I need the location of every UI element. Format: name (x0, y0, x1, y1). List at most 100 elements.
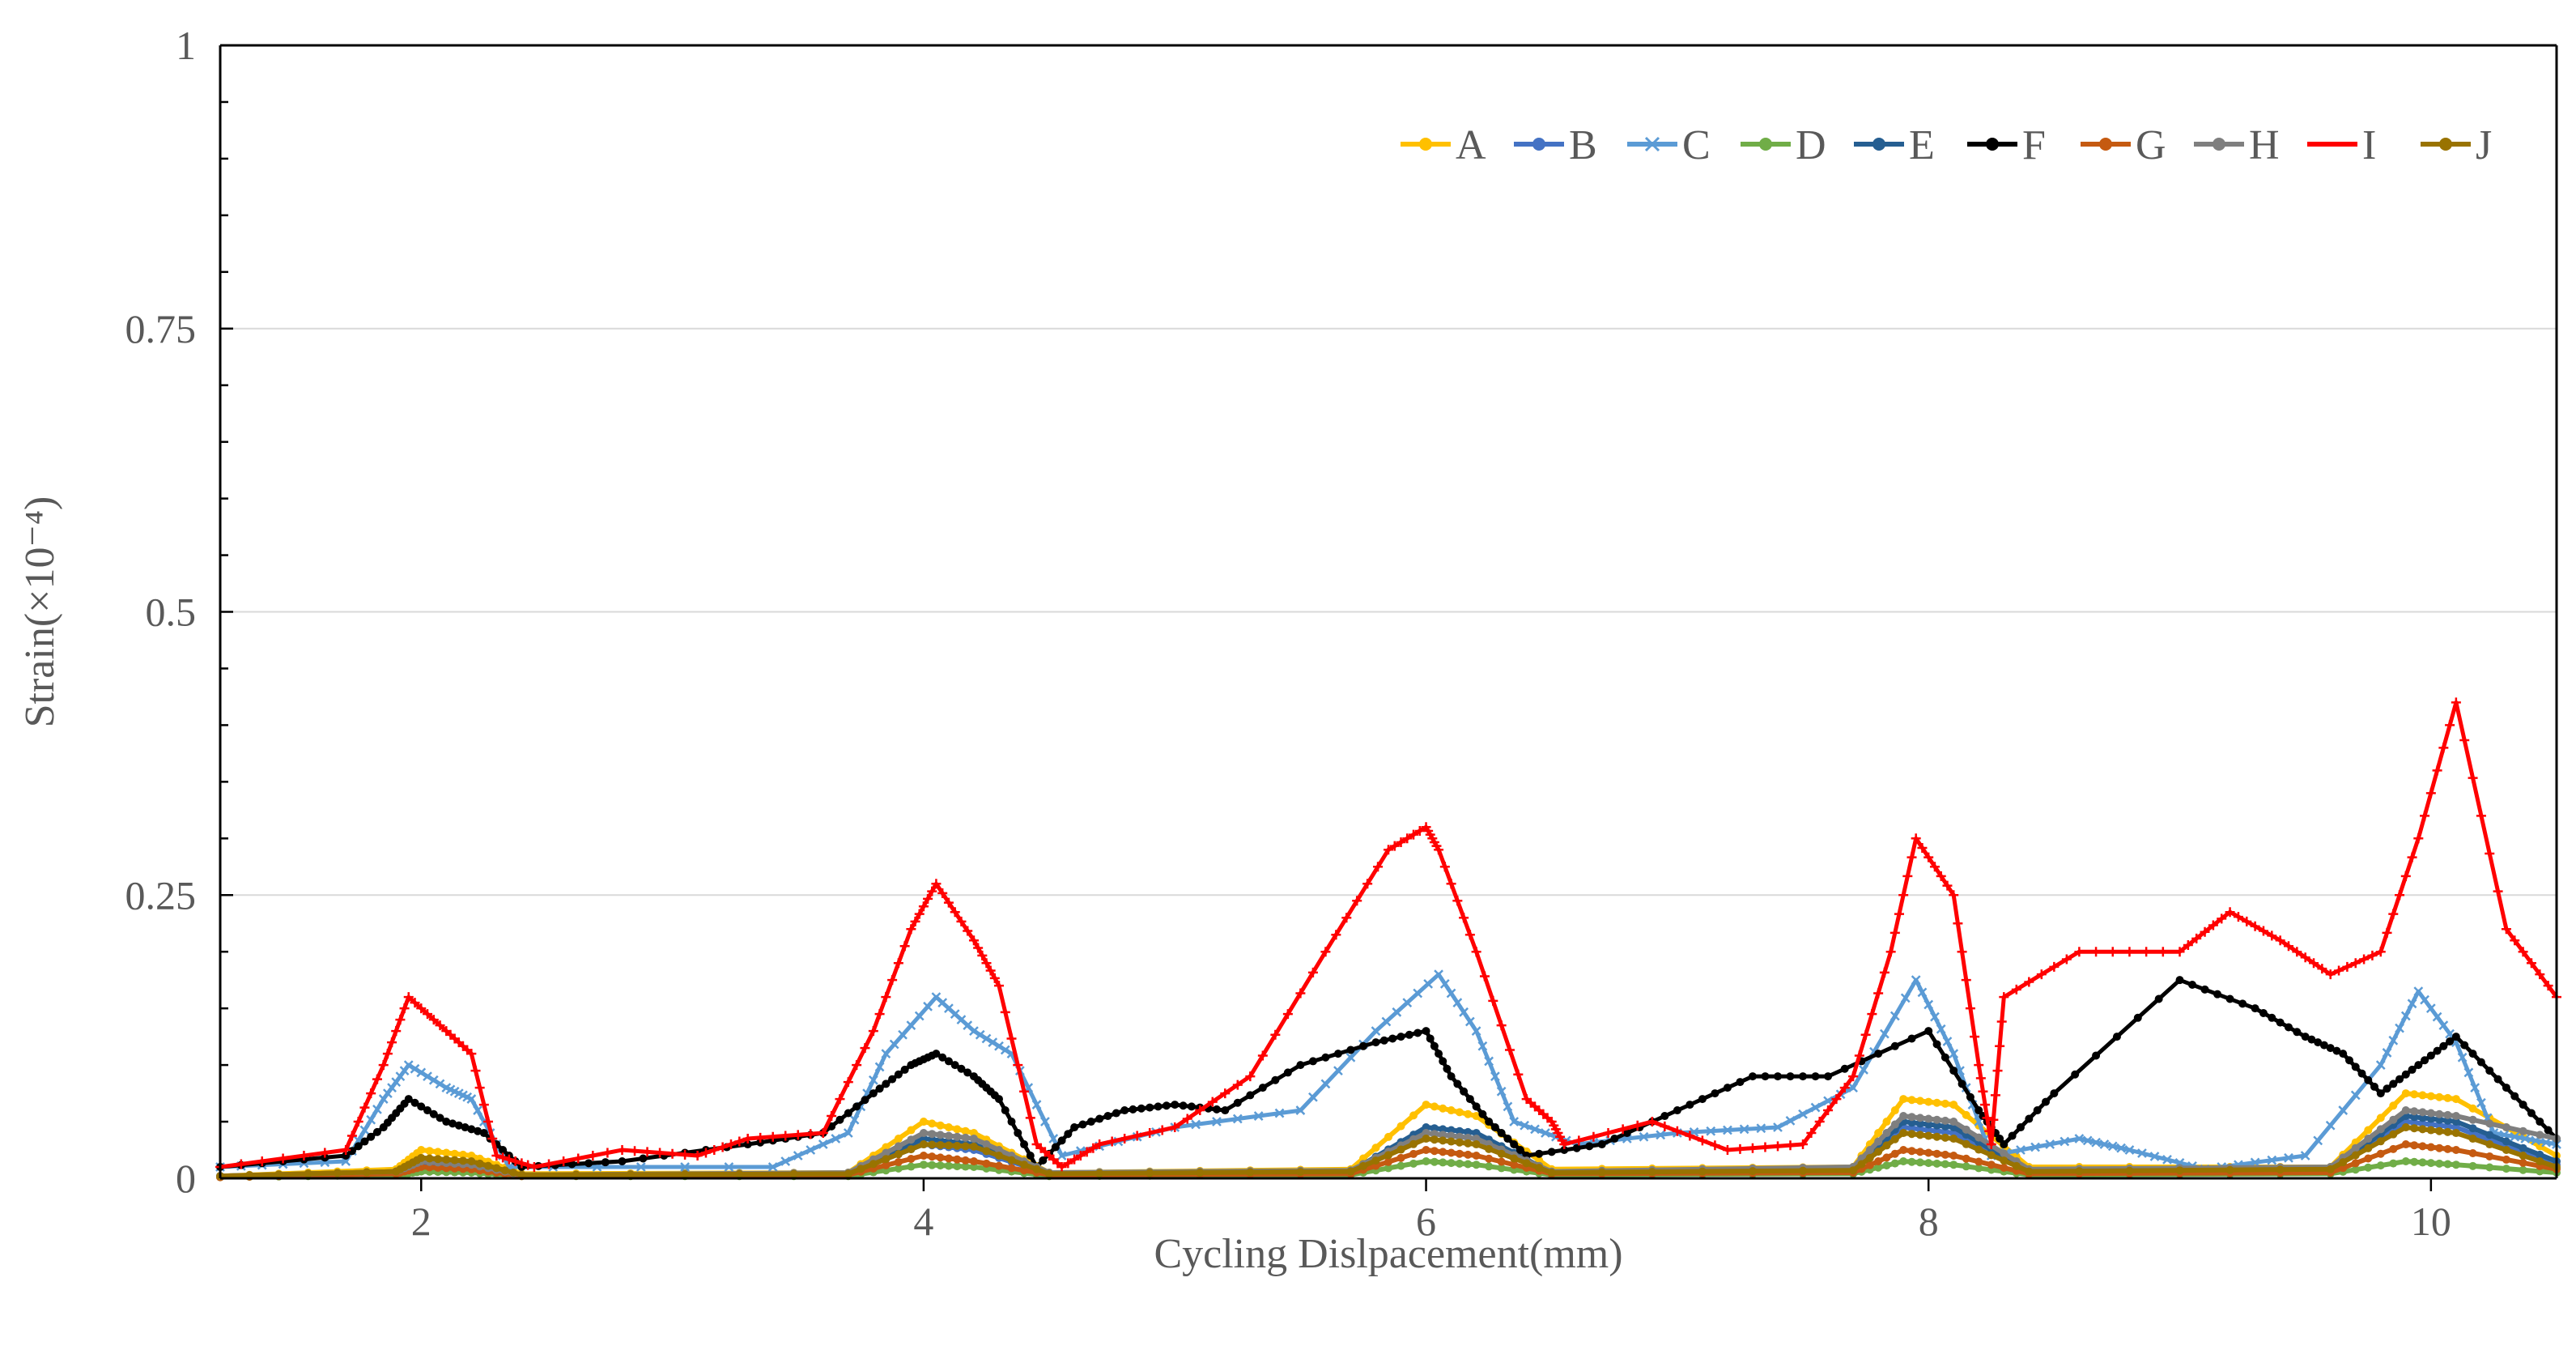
marker-D (1924, 1159, 1933, 1168)
marker-J (789, 1169, 798, 1178)
marker-J (2443, 1127, 2452, 1136)
marker-B (1915, 1125, 1924, 1134)
marker-F (1064, 1130, 1073, 1139)
marker-C (780, 1156, 791, 1166)
marker-C (372, 1105, 382, 1114)
marker-G (894, 1157, 903, 1166)
marker-C (1723, 1125, 1732, 1135)
marker-F (1422, 1027, 1430, 1036)
marker-F (2376, 1089, 2385, 1098)
marker-J (1020, 1160, 1029, 1169)
marker-I (2485, 848, 2495, 858)
marker-G (1396, 1153, 1405, 1162)
marker-J (969, 1142, 978, 1151)
marker-J (1857, 1160, 1866, 1169)
marker-J (2401, 1123, 2410, 1132)
legend-label-G: G (2136, 122, 2166, 168)
marker-I (1414, 825, 1425, 836)
marker-C (849, 1114, 860, 1125)
marker-C (2476, 1097, 2486, 1108)
marker-C (1936, 1024, 1946, 1034)
marker-F (875, 1084, 884, 1093)
marker-E (1447, 1126, 1456, 1135)
marker-C (2300, 1151, 2310, 1160)
marker-C (1785, 1115, 1796, 1126)
marker-I (366, 1088, 376, 1099)
marker-F (1497, 1129, 1506, 1138)
marker-I (1513, 1069, 1524, 1080)
marker-A (944, 1123, 953, 1132)
marker-J (1597, 1168, 1606, 1177)
marker-I (2468, 773, 2478, 783)
marker-F (835, 1115, 844, 1124)
marker-A (953, 1125, 962, 1134)
marker-I (1996, 1016, 2007, 1027)
marker-I (1220, 1088, 1231, 1099)
marker-H (936, 1131, 945, 1139)
marker-A (1899, 1095, 1908, 1104)
marker-F (1874, 1050, 1883, 1058)
marker-I (642, 1147, 653, 1157)
x-tick-label: 2 (411, 1199, 431, 1244)
marker-C (1056, 1151, 1067, 1160)
marker-I (1894, 909, 1904, 919)
marker-F (1396, 1033, 1405, 1041)
marker-I (1331, 930, 1341, 940)
marker-G (2364, 1154, 2373, 1163)
marker-I (1839, 1083, 1850, 1093)
marker-I (1873, 988, 1884, 999)
marker-F (1515, 1146, 1524, 1155)
marker-F (1711, 1089, 1719, 1098)
marker-A (1890, 1106, 1899, 1115)
marker-I (1854, 1050, 1864, 1061)
marker-C (1520, 1120, 1529, 1131)
marker-G (2443, 1144, 2452, 1153)
marker-J (517, 1170, 526, 1179)
marker-I (617, 1145, 627, 1156)
marker-I (914, 909, 925, 919)
marker-D (2435, 1159, 2444, 1168)
marker-G (2426, 1143, 2435, 1152)
marker-A (1384, 1132, 1392, 1141)
marker-D (2502, 1165, 2510, 1173)
marker-I (2309, 958, 2319, 969)
marker-H (2389, 1115, 2398, 1124)
marker-F (2213, 990, 2222, 999)
marker-J (1865, 1153, 1874, 1162)
marker-J (1464, 1139, 1473, 1148)
marker-D (1962, 1162, 1970, 1171)
marker-A (2468, 1104, 2477, 1113)
marker-I (428, 1015, 439, 1025)
marker-F (1660, 1112, 1669, 1121)
marker-F (1465, 1095, 1474, 1104)
marker-I (2438, 743, 2449, 753)
marker-F (2502, 1084, 2510, 1092)
marker-E (1907, 1118, 1916, 1127)
marker-I (359, 1102, 370, 1113)
marker-C (923, 1001, 933, 1011)
marker-J (1396, 1145, 1405, 1154)
marker-F (1358, 1041, 1367, 1050)
marker-I (1082, 1147, 1092, 1157)
marker-J (1698, 1167, 1707, 1176)
marker-J (1371, 1156, 1380, 1165)
marker-I (483, 1117, 494, 1127)
marker-F (1685, 1101, 1694, 1109)
marker-J (961, 1142, 970, 1151)
marker-J (2025, 1167, 2034, 1176)
marker-I (1879, 967, 1889, 977)
marker-J (681, 1170, 690, 1179)
marker-D (894, 1164, 903, 1173)
marker-B (1941, 1127, 1949, 1136)
marker-C (2457, 1052, 2468, 1063)
marker-G (1455, 1149, 1464, 1158)
marker-F (1786, 1072, 1795, 1081)
marker-F (2339, 1050, 2348, 1058)
marker-F (2307, 1035, 2316, 1044)
marker-F (1057, 1136, 1066, 1145)
marker-I (2250, 921, 2260, 931)
marker-B (2410, 1118, 2419, 1127)
marker-C (767, 1162, 778, 1172)
marker-I (382, 1049, 393, 1059)
